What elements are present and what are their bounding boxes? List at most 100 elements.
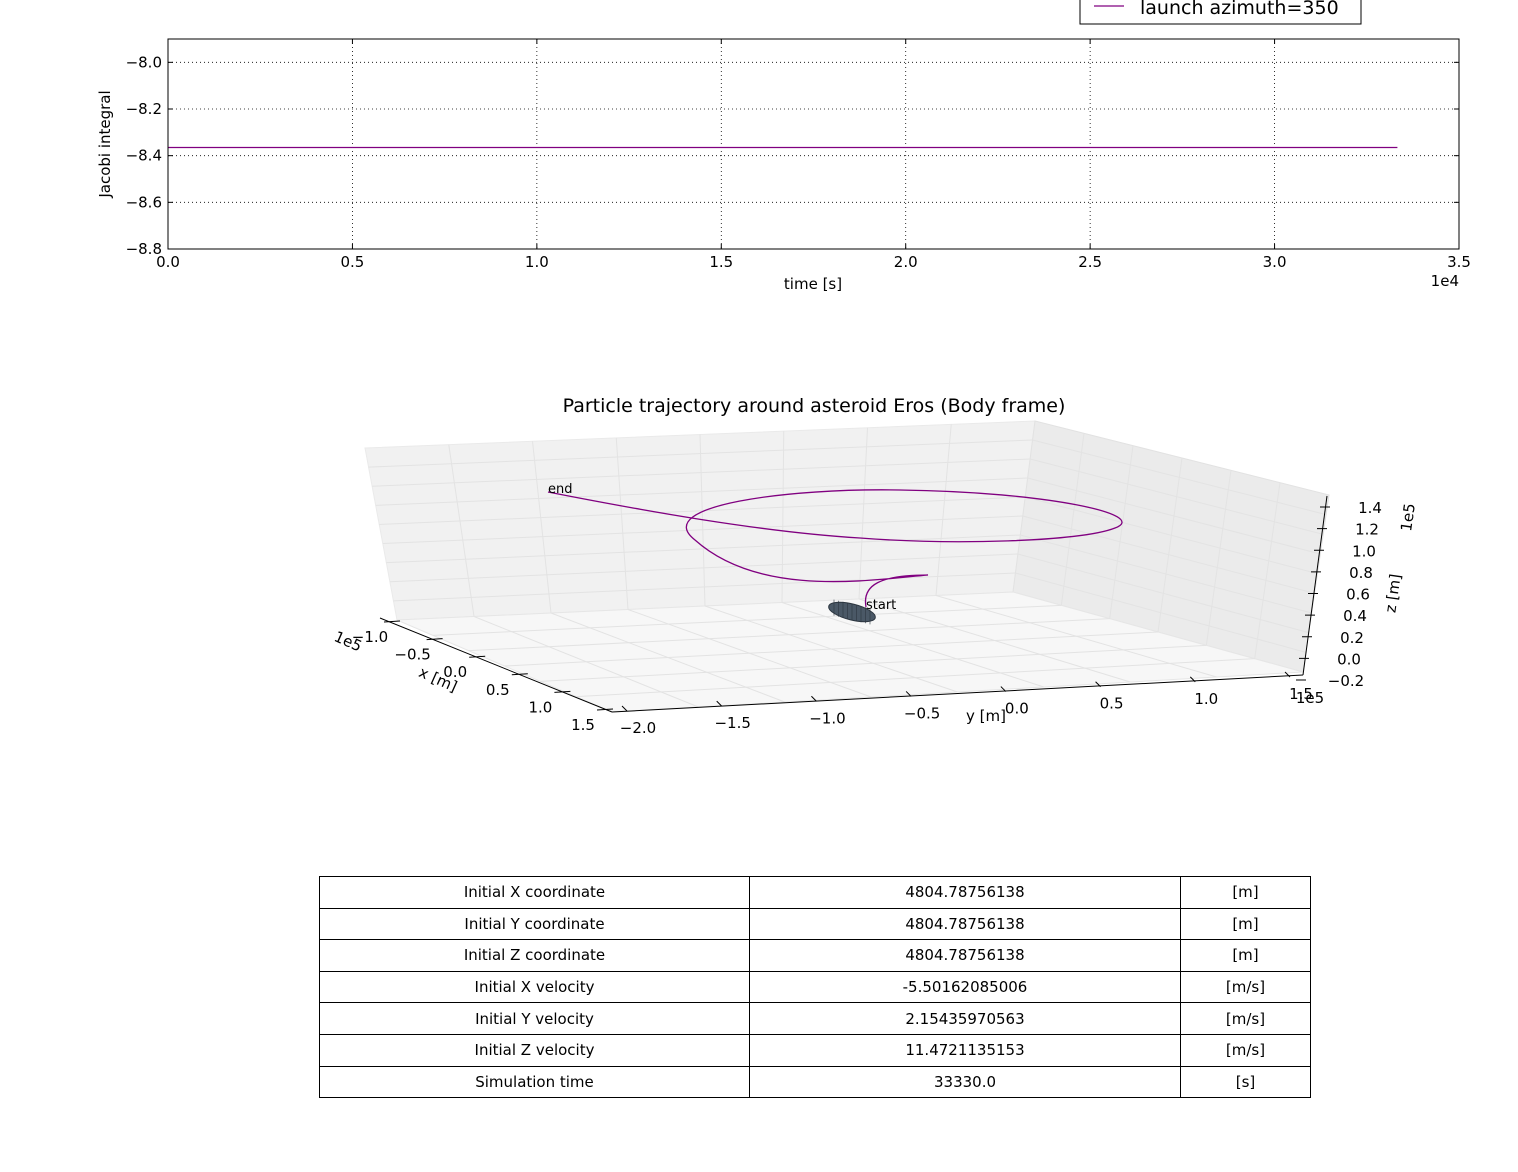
x-tick-label: 1.5 bbox=[709, 253, 733, 271]
pane-grid-line bbox=[615, 437, 629, 610]
parameter-unit-cell: [m/s] bbox=[1180, 970, 1311, 1004]
parameter-name-cell: Initial X velocity bbox=[319, 970, 750, 1004]
y-axis-label: y [m] bbox=[966, 707, 1006, 725]
pane-grid-line bbox=[448, 444, 475, 617]
parameter-unit-cell: [m] bbox=[1180, 876, 1311, 909]
x-tick-label: 0.5 bbox=[486, 681, 510, 699]
table-row: Initial Z coordinate 4804.78756138 [m] bbox=[319, 939, 1311, 972]
parameter-unit-cell: [m/s] bbox=[1180, 1033, 1311, 1067]
pane-grid-line bbox=[1025, 496, 1318, 575]
pane-grid-line bbox=[1032, 439, 1327, 516]
x-offset-label: 1e4 bbox=[1431, 272, 1459, 290]
x-axis-line bbox=[379, 617, 613, 713]
parameter-unit-cell: [s] bbox=[1180, 1065, 1311, 1099]
y-tick-label: −2.0 bbox=[620, 719, 656, 737]
jacobi-integral-chart: 0.0 0.5 1.0 1.5 2.0 2.5 3.0 3.5 −8.0−8.2−8.4−8.… bbox=[96, 0, 1471, 293]
table-row: Initial X coordinate 4804.78756138 [m] bbox=[319, 876, 1311, 909]
legend: launch azimuth=350 bbox=[1079, 0, 1362, 25]
x-tick-label: 3.0 bbox=[1263, 253, 1287, 271]
y-axis-ticks: −2.0 −1.5 −1.0 −0.5 0.0 0.5 1.0 1.5 bbox=[620, 671, 1313, 737]
pane-grid-line bbox=[1109, 445, 1134, 619]
parameter-name-cell: Initial Z velocity bbox=[319, 1033, 750, 1067]
table-row: Initial X velocity -5.50162085006 [m/s] bbox=[319, 970, 1311, 1004]
x-tick-label: −0.5 bbox=[394, 646, 430, 664]
parameter-name-cell: Initial Z coordinate bbox=[319, 939, 750, 972]
x-tick-label: 1.0 bbox=[525, 253, 549, 271]
z-tick-label: −0.2 bbox=[1328, 672, 1364, 690]
pane-grid-line bbox=[1157, 457, 1183, 633]
x-tick-label: 0.0 bbox=[443, 663, 467, 681]
y-tick bbox=[1095, 681, 1101, 688]
y-tick-label: 0.5 bbox=[1100, 695, 1124, 713]
x-tick bbox=[596, 708, 614, 711]
y-tick bbox=[1284, 671, 1291, 678]
table-body: Initial X coordinate 4804.78756138 [m] Init… bbox=[319, 876, 1311, 1099]
parameter-value-cell: 2.15435970563 bbox=[749, 1002, 1181, 1035]
chart-title: Particle trajectory around asteroid Eros… bbox=[563, 395, 1066, 417]
pane-grid-line bbox=[1205, 470, 1232, 646]
x-tick bbox=[554, 690, 571, 693]
x-tick bbox=[383, 620, 401, 623]
trajectory-3d-chart: Particle trajectory around asteroid Eros… bbox=[331, 395, 1419, 737]
x-tick bbox=[469, 655, 486, 658]
x-tick-label: 0.5 bbox=[340, 253, 364, 271]
z-offset-label: 1e5 bbox=[1397, 502, 1419, 533]
z-tick-label: 0.8 bbox=[1349, 564, 1373, 582]
parameter-unit-cell: [m/s] bbox=[1180, 1002, 1311, 1035]
floor-grid-line bbox=[468, 618, 1110, 652]
pane-grid-line bbox=[1029, 458, 1324, 535]
parameter-value-cell: 33330.0 bbox=[749, 1065, 1181, 1099]
parameter-value-cell: 4804.78756138 bbox=[749, 876, 1181, 909]
table-row: Simulation time 33330.0 [s] bbox=[319, 1065, 1311, 1099]
table-row: Initial Y coordinate 4804.78756138 [m] bbox=[319, 907, 1311, 941]
pane-grid-line bbox=[1060, 433, 1085, 606]
x-tick-labels: 0.0 0.5 1.0 1.5 2.0 2.5 3.0 3.5 bbox=[156, 253, 1471, 271]
pane-grid-line bbox=[1017, 553, 1309, 634]
y-tick bbox=[811, 695, 817, 702]
pane-grid-line bbox=[379, 496, 1026, 525]
y-tick-label: 0.0 bbox=[1005, 700, 1029, 718]
x-tick bbox=[426, 638, 443, 641]
tick-marks bbox=[167, 39, 1460, 250]
z-axis-ticks: −0.2 0.0 0.2 0.4 0.6 0.8 1.0 1.2 1.4 bbox=[1296, 499, 1382, 690]
pane-grid-line bbox=[372, 458, 1031, 487]
x-axis-label: time [s] bbox=[784, 275, 842, 293]
pane-grid-line bbox=[532, 441, 552, 614]
y-tick bbox=[1000, 686, 1007, 692]
z-tick-label: 1.4 bbox=[1358, 499, 1382, 517]
y-tick-label: −8.2 bbox=[126, 100, 162, 118]
grid-lines bbox=[168, 39, 1459, 249]
particle-trajectory bbox=[547, 489, 1123, 608]
parameter-value-cell: 4804.78756138 bbox=[749, 907, 1181, 941]
floor-grid-line bbox=[504, 631, 1159, 667]
z-axis-label: z [m] bbox=[1381, 573, 1404, 614]
x-tick-label: 2.5 bbox=[1078, 253, 1102, 271]
y-tick-label: −0.5 bbox=[904, 704, 940, 722]
annotation-start: start bbox=[866, 598, 896, 613]
pane-grid-line bbox=[375, 477, 1028, 506]
x-axis-ticks: −1.0 −0.5 0.0 0.5 1.0 1.5 bbox=[352, 620, 614, 734]
parameter-value-cell: 11.4721135153 bbox=[749, 1033, 1181, 1067]
z-axis-line bbox=[1302, 495, 1328, 676]
y-tick bbox=[716, 700, 723, 707]
parameter-unit-cell: [m] bbox=[1180, 939, 1311, 972]
legend-box bbox=[1079, 0, 1362, 25]
z-tick-label: 0.2 bbox=[1340, 629, 1364, 647]
x-tick-label: 1.0 bbox=[528, 698, 552, 716]
pane-grid-line bbox=[1254, 482, 1281, 659]
asteroid-mesh-lines bbox=[833, 599, 871, 625]
parameter-name-cell: Initial Y velocity bbox=[319, 1002, 750, 1035]
parameter-name-cell: Initial X coordinate bbox=[319, 876, 750, 909]
y-tick-label: −8.6 bbox=[126, 193, 162, 211]
floor-grid-line bbox=[576, 658, 1255, 698]
z-tick-label: 0.4 bbox=[1343, 607, 1367, 625]
x-tick bbox=[511, 673, 528, 676]
x-tick-label: −1.0 bbox=[352, 628, 388, 646]
parameter-value-cell: 4804.78756138 bbox=[749, 939, 1181, 972]
pane-grid-line bbox=[935, 424, 952, 596]
y-tick bbox=[905, 691, 912, 697]
pane-grid-line bbox=[393, 572, 1016, 602]
table-row: Initial Y velocity 2.15435970563 [m/s] bbox=[319, 1002, 1311, 1035]
pane-grid-line bbox=[858, 427, 868, 600]
table-row: Initial Z velocity 11.4721135153 [m/s] bbox=[319, 1033, 1311, 1067]
